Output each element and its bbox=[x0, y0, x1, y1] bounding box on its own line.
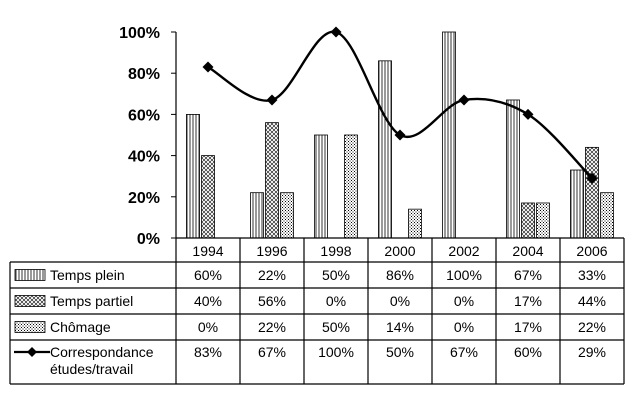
line-marker-1998 bbox=[330, 26, 342, 38]
y-tick-label: 100% bbox=[119, 25, 160, 42]
data-label: 44% bbox=[578, 293, 606, 309]
data-label: 100% bbox=[318, 344, 354, 360]
x-tick-label: 2006 bbox=[576, 243, 607, 259]
legend-swatch bbox=[14, 295, 46, 307]
line-marker-2002 bbox=[458, 94, 470, 106]
data-label: 33% bbox=[578, 267, 606, 283]
bar-ch-mage-1996 bbox=[280, 192, 294, 239]
bar-temps-plein-2002 bbox=[442, 31, 456, 239]
data-label: 14% bbox=[386, 319, 414, 335]
y-axis: 0% 20% 40% 60% 80% 100% bbox=[119, 25, 177, 248]
data-label: 0% bbox=[390, 293, 410, 309]
data-label: 17% bbox=[514, 319, 542, 335]
data-label: 22% bbox=[578, 319, 606, 335]
bar-ch-mage-2006 bbox=[600, 192, 614, 239]
x-tick-label: 2000 bbox=[384, 243, 415, 259]
bar-temps-plein-1996 bbox=[250, 192, 264, 239]
legend-label: Temps plein bbox=[50, 267, 125, 283]
x-tick-label: 1998 bbox=[320, 243, 351, 259]
data-label: 56% bbox=[258, 293, 286, 309]
legend-label: Chômage bbox=[50, 319, 111, 335]
data-label: 86% bbox=[386, 267, 414, 283]
bars bbox=[186, 31, 614, 239]
y-tick-label: 80% bbox=[128, 66, 160, 83]
correspondence-line bbox=[202, 26, 598, 184]
legend-label: Temps partiel bbox=[50, 293, 133, 309]
data-label: 67% bbox=[450, 344, 478, 360]
legend-label: Correspondance études/travail bbox=[50, 344, 154, 377]
data-label: 67% bbox=[258, 344, 286, 360]
data-label: 22% bbox=[258, 319, 286, 335]
data-label: 22% bbox=[258, 267, 286, 283]
legend-marker-key bbox=[27, 347, 37, 357]
data-label: 50% bbox=[322, 319, 350, 335]
bar-ch-mage-1998 bbox=[344, 134, 358, 239]
data-label: 0% bbox=[454, 293, 474, 309]
data-label: 67% bbox=[514, 267, 542, 283]
bar-temps-plein-2000 bbox=[378, 60, 392, 239]
data-label: 40% bbox=[194, 293, 222, 309]
data-label: 83% bbox=[194, 344, 222, 360]
bar-temps-plein-1994 bbox=[186, 114, 200, 239]
line-marker-1996 bbox=[266, 94, 278, 106]
data-label: 60% bbox=[514, 344, 542, 360]
line-marker-1994 bbox=[202, 61, 214, 73]
bar-ch-mage-2004 bbox=[536, 202, 550, 239]
data-label: 17% bbox=[514, 293, 542, 309]
bar-temps-plein-1998 bbox=[314, 134, 328, 239]
data-label: 0% bbox=[198, 319, 218, 335]
x-tick-label: 1994 bbox=[192, 243, 223, 259]
bar-temps-partiel-1996 bbox=[265, 122, 279, 239]
y-tick-label: 0% bbox=[137, 231, 160, 248]
bar-temps-plein-2006 bbox=[570, 169, 584, 239]
data-label: 60% bbox=[194, 267, 222, 283]
y-tick-label: 40% bbox=[128, 149, 160, 166]
line-marker-2004 bbox=[522, 108, 534, 120]
data-label: 100% bbox=[446, 267, 482, 283]
legend-swatch bbox=[14, 321, 46, 333]
y-tick-label: 20% bbox=[128, 190, 160, 207]
data-label: 50% bbox=[386, 344, 414, 360]
legend-swatch bbox=[14, 269, 46, 281]
data-label: 50% bbox=[322, 267, 350, 283]
data-label: 0% bbox=[326, 293, 346, 309]
bar-temps-partiel-2004 bbox=[521, 202, 535, 239]
x-tick-label: 2004 bbox=[512, 243, 543, 259]
bar-temps-partiel-1994 bbox=[201, 155, 215, 239]
line-marker-2000 bbox=[394, 129, 406, 141]
bar-ch-mage-2000 bbox=[408, 208, 422, 239]
data-label: 0% bbox=[454, 319, 474, 335]
y-tick-label: 60% bbox=[128, 107, 160, 124]
bar-temps-plein-2004 bbox=[506, 99, 520, 239]
x-tick-label: 1996 bbox=[256, 243, 287, 259]
line-marker-2006 bbox=[586, 172, 598, 184]
bar-temps-partiel-2006 bbox=[585, 146, 599, 239]
x-tick-label: 2002 bbox=[448, 243, 479, 259]
data-label: 29% bbox=[578, 344, 606, 360]
data-table: 1994 1996 1998 2000 2002 2004 2006 Temps plein 6… bbox=[9, 237, 625, 385]
